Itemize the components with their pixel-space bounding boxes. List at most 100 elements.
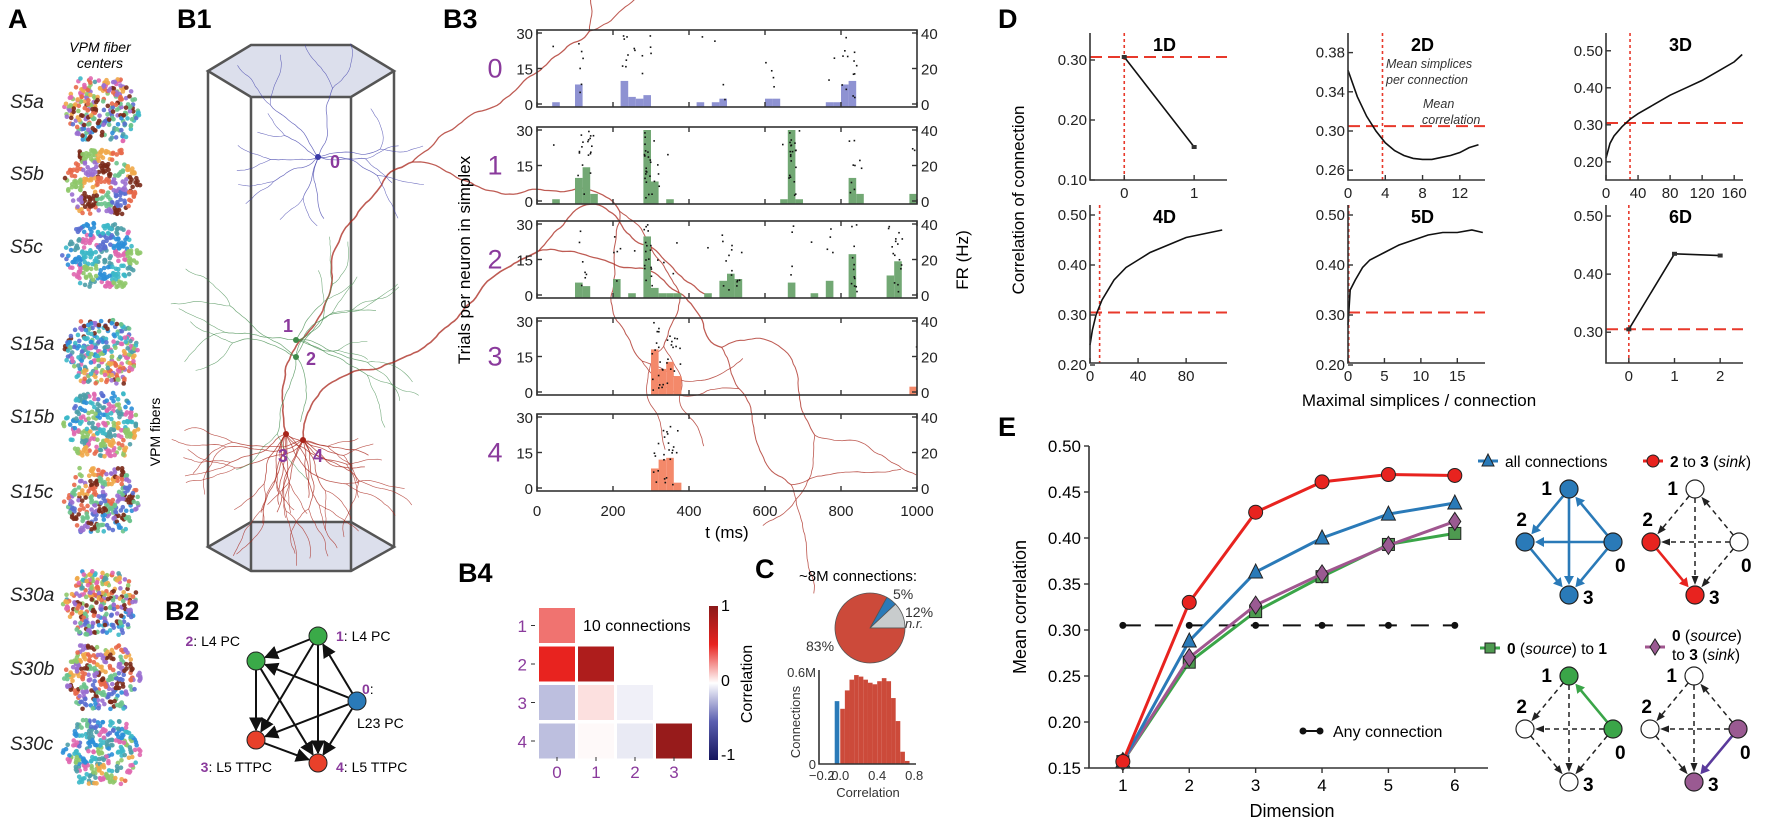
neurite — [346, 464, 359, 498]
psth-bar — [575, 282, 583, 298]
fiber-dot — [75, 429, 81, 434]
spike — [849, 191, 852, 194]
fiber-dot — [79, 250, 85, 255]
fiber-dot — [92, 160, 97, 165]
neuron-label-3: 3 — [278, 446, 288, 466]
fiber-dot — [97, 743, 103, 748]
fiber-dot — [90, 486, 96, 492]
fiber-dot — [122, 668, 127, 674]
fiber-dot — [68, 333, 74, 339]
fiber-dot — [110, 597, 116, 603]
fiber-dot — [108, 737, 114, 743]
spike — [650, 52, 652, 55]
node-4 — [308, 753, 328, 773]
x-tick-label: 0 — [533, 503, 541, 520]
fiber-dot — [111, 339, 116, 344]
fiber-dot — [116, 441, 122, 446]
x-tick-label: 0 — [1344, 185, 1352, 202]
fiber-dot — [132, 686, 137, 692]
neurite — [267, 481, 290, 505]
series-2-to-3-sink- — [1115, 467, 1463, 770]
fiber-dot — [102, 259, 107, 265]
fiber-dot — [95, 586, 101, 591]
fiber-dot — [133, 590, 139, 595]
fiber-dot — [118, 83, 123, 88]
fiber-dot — [85, 524, 90, 530]
data-line — [1089, 229, 1223, 346]
y-tick-label: 0 — [809, 757, 816, 772]
fiber-dot — [92, 189, 98, 195]
fiber-dot — [96, 169, 102, 175]
axes — [1089, 205, 1227, 364]
legend-text-part: ) — [1737, 628, 1742, 645]
simplex-edge — [1704, 500, 1734, 536]
histogram-bar — [881, 678, 887, 764]
psth-bar — [856, 193, 864, 204]
fiber-dot — [106, 760, 111, 766]
fiber-dot — [110, 130, 115, 136]
subplot-title: 5D — [1411, 207, 1434, 227]
data-line — [1123, 56, 1195, 148]
spike — [653, 140, 655, 142]
fiber-hexagon — [60, 717, 143, 787]
neurite — [366, 374, 386, 428]
fiber-dot — [127, 745, 133, 750]
neurite — [279, 433, 290, 483]
psth-bar — [651, 468, 659, 491]
spike — [661, 368, 664, 371]
fiber-dot — [126, 189, 132, 195]
neurite — [270, 156, 319, 161]
simplex-node-2 — [1515, 719, 1535, 739]
fiber-dot — [96, 613, 101, 619]
fiber-dot — [110, 438, 115, 443]
simplex-node-1 — [1559, 666, 1579, 686]
fiber-dot — [82, 84, 87, 90]
neurite — [288, 481, 291, 514]
fiber-dot — [84, 666, 90, 671]
fiber-dot — [123, 95, 129, 101]
spike — [795, 149, 797, 152]
y-right-tick-label: 40 — [921, 26, 938, 43]
fiber-dot — [127, 518, 132, 523]
fiber-dot — [108, 185, 114, 190]
simplex-node-label: 3 — [1708, 775, 1719, 796]
fiber-dot — [65, 742, 70, 748]
legend-dot — [1316, 727, 1324, 735]
fiber-dot — [96, 254, 102, 260]
spike — [674, 337, 676, 340]
fiber-dot — [114, 126, 120, 132]
fiber-dot — [103, 684, 109, 690]
fiber-dot — [130, 109, 136, 114]
fiber-dot — [112, 79, 118, 85]
fiber-dot — [78, 685, 84, 690]
fiber-dot — [96, 467, 101, 473]
psth-bar — [666, 457, 674, 491]
fiber-dot — [82, 204, 88, 210]
fiber-dot — [121, 365, 126, 371]
neurite — [187, 449, 236, 469]
legend-text-part: ( — [1681, 628, 1691, 645]
fiber-dot — [119, 690, 124, 695]
fiber-hexagon — [61, 390, 141, 459]
data-line — [1605, 53, 1743, 159]
panel-a-header-line2: centers — [77, 55, 123, 71]
histogram-bar — [834, 701, 840, 764]
fiber-dot — [100, 492, 106, 498]
simplex-node-2 — [1515, 532, 1535, 552]
spike — [781, 143, 784, 146]
spike — [845, 88, 848, 91]
spike — [736, 280, 738, 283]
fiber-dot — [85, 643, 91, 649]
fiber-dot — [128, 410, 134, 415]
spike — [853, 276, 856, 278]
fiber-dot — [126, 400, 131, 406]
square-marker — [1484, 642, 1496, 654]
fiber-dot — [77, 629, 82, 635]
fiber-dot — [114, 188, 119, 194]
fiber-dot — [81, 156, 87, 161]
fiber-dot — [61, 421, 66, 427]
psth-bar — [582, 286, 591, 298]
subplot-title: 3D — [1669, 35, 1692, 55]
spike — [673, 370, 676, 372]
